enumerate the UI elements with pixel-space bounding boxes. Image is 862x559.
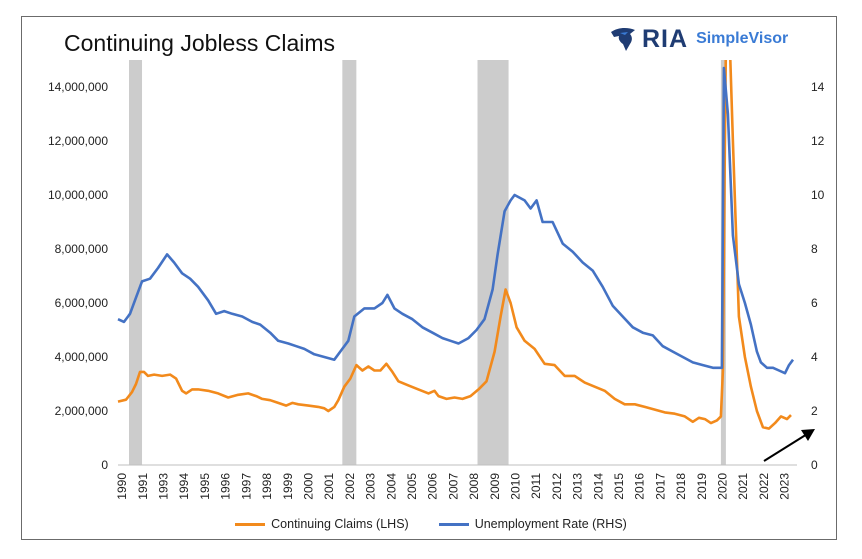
x-tick-label: 2009 <box>488 473 502 500</box>
chart-frame <box>21 16 837 540</box>
y-left-tick-label: 0 <box>101 458 108 472</box>
y-right-tick-label: 12 <box>811 134 825 148</box>
x-tick-label: 1996 <box>219 473 233 500</box>
x-tick-label: 2003 <box>364 473 378 500</box>
y-right-tick-label: 0 <box>811 458 818 472</box>
x-tick-label: 2001 <box>322 473 336 500</box>
arrow-head <box>801 429 815 441</box>
legend-item-unemployment: Unemployment Rate (RHS) <box>438 517 627 531</box>
x-tick-label: 1990 <box>115 473 129 500</box>
x-tick-label: 2014 <box>591 473 605 500</box>
arrow-shaft <box>763 430 813 462</box>
series-lines <box>117 60 795 430</box>
x-tick-label: 2005 <box>405 473 419 500</box>
x-tick-label: 2006 <box>426 473 440 500</box>
y-left-tick-label: 12,000,000 <box>48 134 108 148</box>
x-tick-label: 2021 <box>736 473 750 500</box>
legend-item-claims: Continuing Claims (LHS) <box>235 517 409 531</box>
x-tick-label: 2020 <box>716 473 730 500</box>
legend-label-unemployment: Unemployment Rate (RHS) <box>474 517 627 531</box>
recession-band <box>129 60 143 465</box>
x-tick-label: 1995 <box>198 473 212 500</box>
y-right-tick-label: 8 <box>811 242 818 256</box>
recession-band <box>477 60 509 465</box>
y-right-tick-label: 10 <box>811 188 825 202</box>
chart-title: Continuing Jobless Claims <box>64 30 336 56</box>
trend-arrow <box>763 429 815 462</box>
x-tick-label: 2011 <box>529 473 543 499</box>
tick-labels: 0 2,000,000 4,000,000 6,000,000 8,000,000 10,… <box>48 80 825 500</box>
legend: Continuing Claims (LHS) Unemployment Rat… <box>0 517 862 531</box>
legend-label-claims: Continuing Claims (LHS) <box>271 517 409 531</box>
logo-ria-text: RIA <box>642 24 689 53</box>
y-left-tick-label: 14,000,000 <box>48 80 108 94</box>
y-left-tick-label: 2,000,000 <box>55 404 109 418</box>
x-tick-label: 1998 <box>260 473 274 500</box>
logo-simplevisor-text: SimpleVisor <box>696 30 789 47</box>
x-tick-label: 2022 <box>757 473 771 500</box>
x-tick-label: 2002 <box>343 473 357 500</box>
x-tick-label: 1999 <box>281 473 295 500</box>
x-tick-label: 2018 <box>674 473 688 500</box>
x-tick-label: 1994 <box>177 473 191 500</box>
x-tick-label: 2016 <box>633 473 647 500</box>
unemployment-rate-line <box>117 66 795 375</box>
x-tick-label: 2008 <box>467 473 481 500</box>
x-tick-label: 2023 <box>778 473 792 500</box>
eagle-icon <box>611 27 635 51</box>
y-right-tick-label: 2 <box>811 404 818 418</box>
x-tick-label: 2007 <box>446 473 460 500</box>
y-right-tick-label: 4 <box>811 350 818 364</box>
x-tick-label: 1993 <box>157 473 171 500</box>
legend-swatch-orange <box>235 522 266 526</box>
x-tick-label: 2010 <box>509 473 523 500</box>
legend-swatch-blue <box>438 522 469 526</box>
y-left-tick-label: 10,000,000 <box>48 188 108 202</box>
x-tick-label: 1991 <box>136 473 150 500</box>
ria-logo: RIA SimpleVisor <box>608 24 788 54</box>
y-right-tick-label: 14 <box>811 80 825 94</box>
recession-band <box>342 60 357 465</box>
x-tick-label: 1997 <box>239 473 253 500</box>
x-tick-label: 2017 <box>653 473 667 500</box>
y-left-tick-label: 4,000,000 <box>55 350 109 364</box>
x-tick-label: 2000 <box>302 473 316 500</box>
y-right-tick-label: 6 <box>811 296 818 310</box>
x-tick-label: 2012 <box>550 473 564 500</box>
x-tick-label: 2015 <box>612 473 626 500</box>
x-tick-label: 2019 <box>695 473 709 500</box>
y-left-tick-label: 6,000,000 <box>55 296 109 310</box>
continuing-claims-line <box>117 60 792 430</box>
x-tick-label: 2013 <box>571 473 585 500</box>
x-tick-label: 2004 <box>384 473 398 500</box>
y-left-tick-label: 8,000,000 <box>55 242 109 256</box>
